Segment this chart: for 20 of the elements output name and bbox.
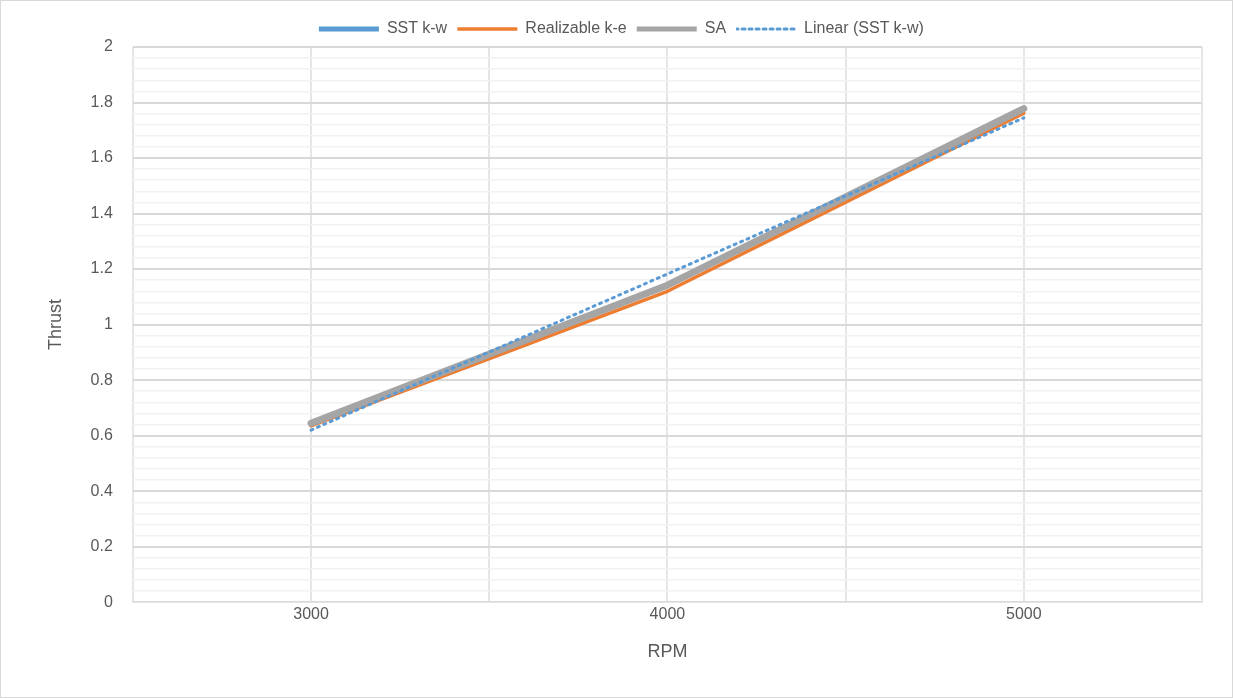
y-tick-label: 1.2 — [90, 259, 113, 277]
y-tick-label: 0 — [103, 592, 113, 610]
legend-label: Linear (SST k-w) — [804, 19, 924, 37]
y-tick-label: 0.4 — [90, 481, 113, 499]
x-axis-title: RPM — [647, 641, 688, 662]
y-tick-label: 0.8 — [90, 370, 113, 388]
legend-label: Realizable k-e — [525, 19, 627, 37]
y-axis-title: Thrust — [44, 299, 65, 351]
y-tick-label: 0.2 — [90, 537, 113, 555]
y-tick-label: 1.8 — [90, 92, 113, 110]
y-tick-label: 0.6 — [90, 426, 113, 444]
y-tick-label: 1.4 — [90, 203, 113, 221]
x-tick-label: 5000 — [1006, 605, 1042, 623]
legend-label: SA — [704, 19, 727, 37]
y-tick-label: 1.6 — [90, 148, 113, 166]
y-tick-label: 1 — [103, 315, 113, 333]
x-tick-label: 3000 — [293, 605, 329, 623]
y-tick-label: 2 — [103, 37, 113, 55]
legend-label: SST k-w — [386, 19, 448, 37]
x-tick-label: 4000 — [649, 605, 686, 623]
